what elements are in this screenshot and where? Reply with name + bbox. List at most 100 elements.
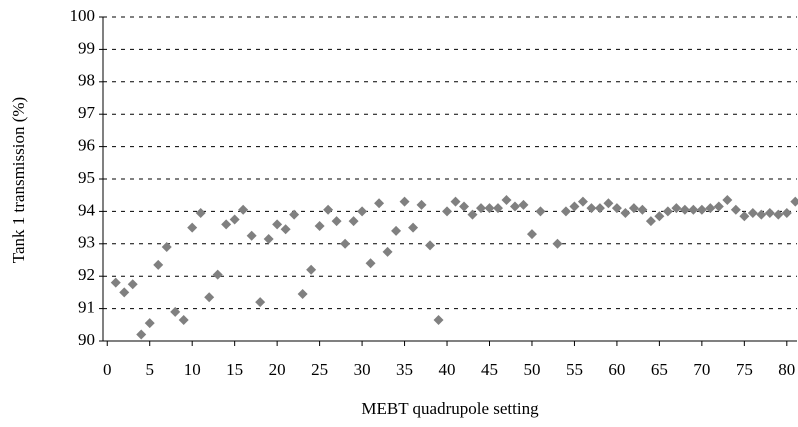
point (382, 246, 393, 257)
x-tick-label: 45 (481, 360, 498, 379)
y-tick-label: 90 (78, 330, 95, 349)
point (773, 209, 784, 220)
x-tick-label: 0 (103, 360, 112, 379)
point (569, 201, 580, 212)
point (170, 306, 181, 317)
point (645, 216, 656, 227)
point (263, 233, 274, 244)
point (357, 206, 368, 217)
x-tick-label: 55 (566, 360, 583, 379)
x-tick-label: 35 (396, 360, 413, 379)
point (637, 204, 648, 215)
point (484, 203, 495, 214)
point (560, 206, 571, 217)
point (688, 204, 699, 215)
x-tick-label: 5 (145, 360, 154, 379)
x-tick-label: 70 (693, 360, 710, 379)
point (297, 289, 308, 300)
point (161, 242, 172, 253)
point (450, 196, 461, 207)
point (467, 209, 478, 220)
y-tick-label: 91 (78, 298, 95, 317)
y-tick-label: 93 (78, 233, 95, 252)
point (705, 203, 716, 214)
point (586, 203, 597, 214)
point (153, 259, 164, 270)
point (374, 198, 385, 209)
x-tick-label: 75 (736, 360, 753, 379)
point (730, 204, 741, 215)
point (187, 222, 198, 233)
point (442, 206, 453, 217)
point (790, 196, 798, 207)
point (136, 329, 147, 340)
point (289, 209, 300, 220)
point (127, 279, 138, 290)
point (518, 199, 529, 210)
point (577, 196, 588, 207)
point (416, 199, 427, 210)
y-tick-label: 96 (78, 136, 95, 155)
point (679, 204, 690, 215)
x-tick-label: 30 (354, 360, 371, 379)
y-tick-label: 99 (78, 38, 95, 57)
point (340, 238, 351, 249)
point (331, 216, 342, 227)
point (306, 264, 317, 275)
point (739, 211, 750, 222)
point (280, 224, 291, 235)
x-tick-label: 20 (269, 360, 286, 379)
x-tick-label: 65 (651, 360, 668, 379)
y-tick-label: 92 (78, 265, 95, 284)
x-tick-label: 15 (226, 360, 243, 379)
point (272, 219, 283, 230)
x-axis-label: MEBT quadrupole setting (361, 399, 539, 418)
point (781, 208, 792, 219)
point (399, 196, 410, 207)
point (764, 208, 775, 219)
point (603, 198, 614, 209)
point (696, 204, 707, 215)
point (323, 204, 334, 215)
point (501, 195, 512, 206)
x-tick-label: 60 (608, 360, 625, 379)
point (255, 297, 266, 308)
point (246, 230, 257, 241)
point (178, 314, 189, 325)
x-tick-label: 10 (184, 360, 201, 379)
point (535, 206, 546, 217)
point (552, 238, 563, 249)
x-tick-label: 80 (778, 360, 795, 379)
point (620, 208, 631, 219)
point (119, 287, 130, 298)
point (654, 211, 665, 222)
point (756, 209, 767, 220)
point (747, 208, 758, 219)
point (365, 258, 376, 269)
point (713, 201, 724, 212)
point (221, 219, 232, 230)
point (391, 225, 402, 236)
point (492, 203, 503, 214)
point (476, 203, 487, 214)
point (611, 203, 622, 214)
point (526, 229, 537, 240)
point (238, 204, 249, 215)
point (671, 203, 682, 214)
y-axis-label: Tank 1 transmission (%) (9, 97, 28, 263)
y-tick-label: 94 (78, 200, 96, 219)
point (628, 203, 639, 214)
point (110, 277, 121, 288)
point (212, 269, 223, 280)
point (509, 201, 520, 212)
y-tick-label: 98 (78, 71, 95, 90)
point (144, 318, 155, 329)
point (229, 214, 240, 225)
point (459, 201, 470, 212)
point (314, 220, 325, 231)
point (594, 203, 605, 214)
x-tick-label: 50 (523, 360, 540, 379)
point (204, 292, 215, 303)
